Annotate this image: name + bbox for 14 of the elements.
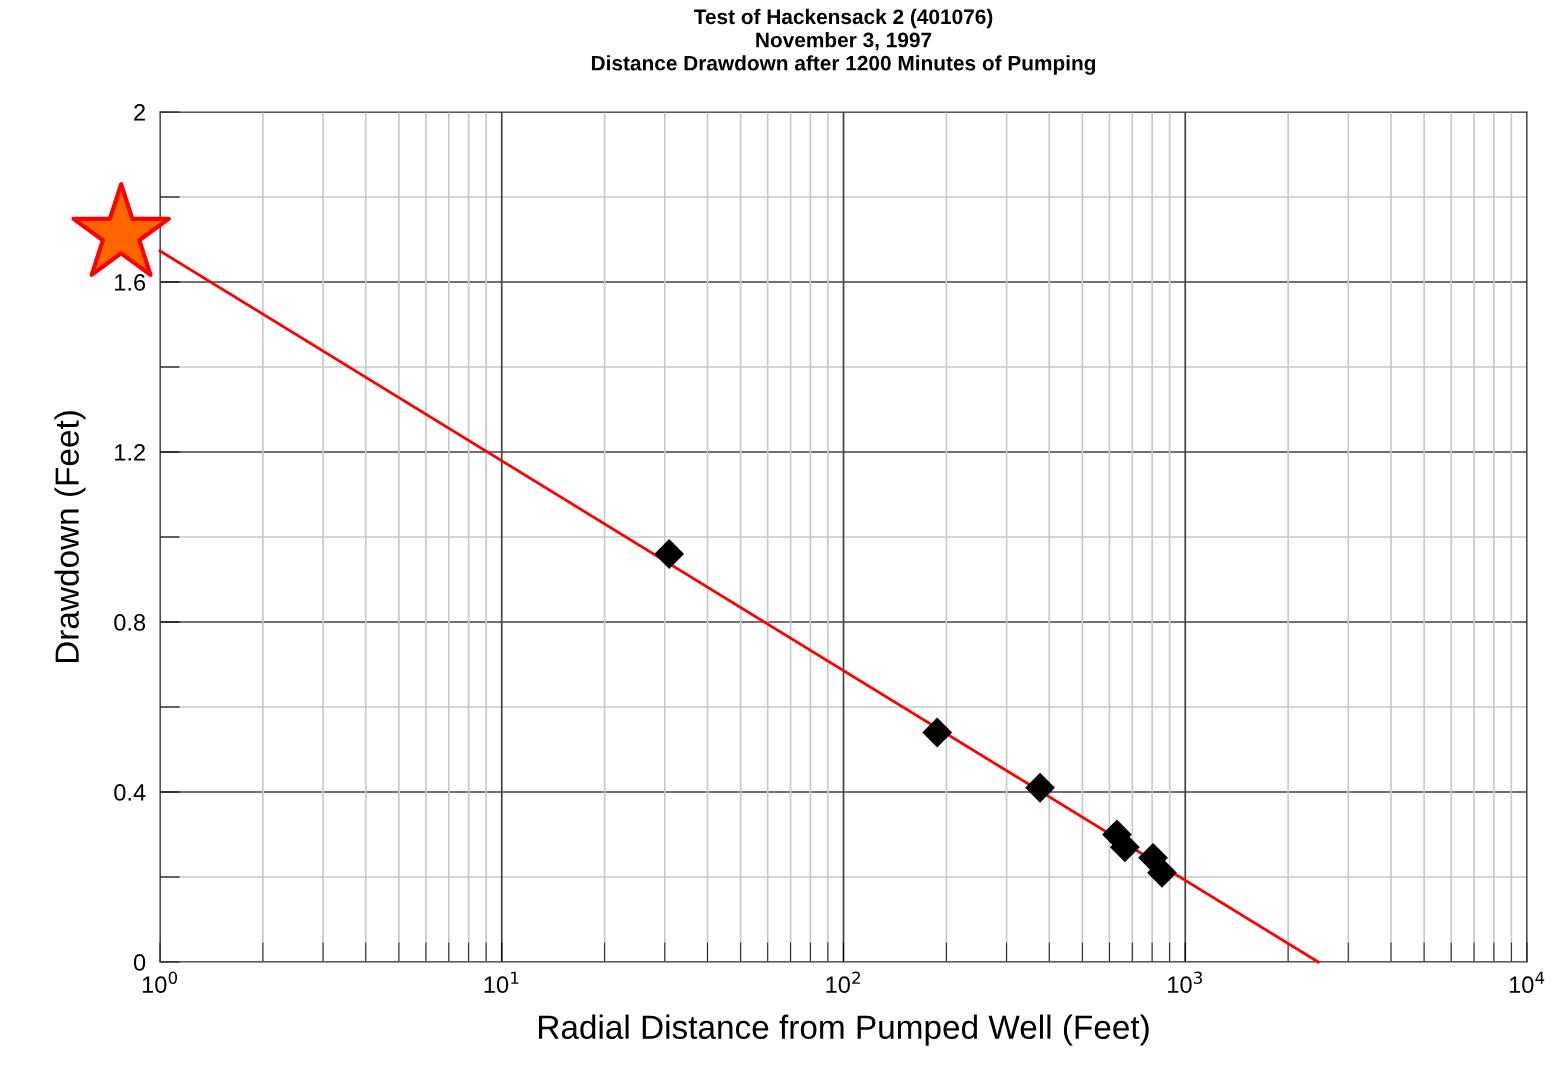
y-tick-label: 1.6 — [115, 274, 146, 291]
x-tick-label: 10$^{3}$ — [1168, 971, 1203, 994]
x-tick-label: 10$^{1}$ — [484, 971, 519, 994]
y-tick-label: 0.8 — [114, 614, 146, 631]
y-tick-label: 0 — [133, 954, 146, 971]
y-tick-label: 1.2 — [115, 444, 145, 461]
y-tick-label: 0.4 — [114, 784, 146, 801]
chart-title: Test of Hackensack 2 (401076) November 3, 1997 Distance Drawdown after 1200 Minutes of Pumping — [591, 8, 1096, 75]
y-axis-title: Drawdown (Feet) — [54, 411, 86, 663]
y-tick-label: 2 — [134, 104, 145, 121]
x-tick-label: 10$^{0}$ — [142, 971, 178, 994]
x-tick-label: 10$^{2}$ — [826, 971, 860, 994]
x-axis-title: Radial Distance from Pumped Well (Feet) — [539, 1014, 1149, 1046]
x-tick-label: 10$^{4}$ — [1509, 971, 1545, 994]
